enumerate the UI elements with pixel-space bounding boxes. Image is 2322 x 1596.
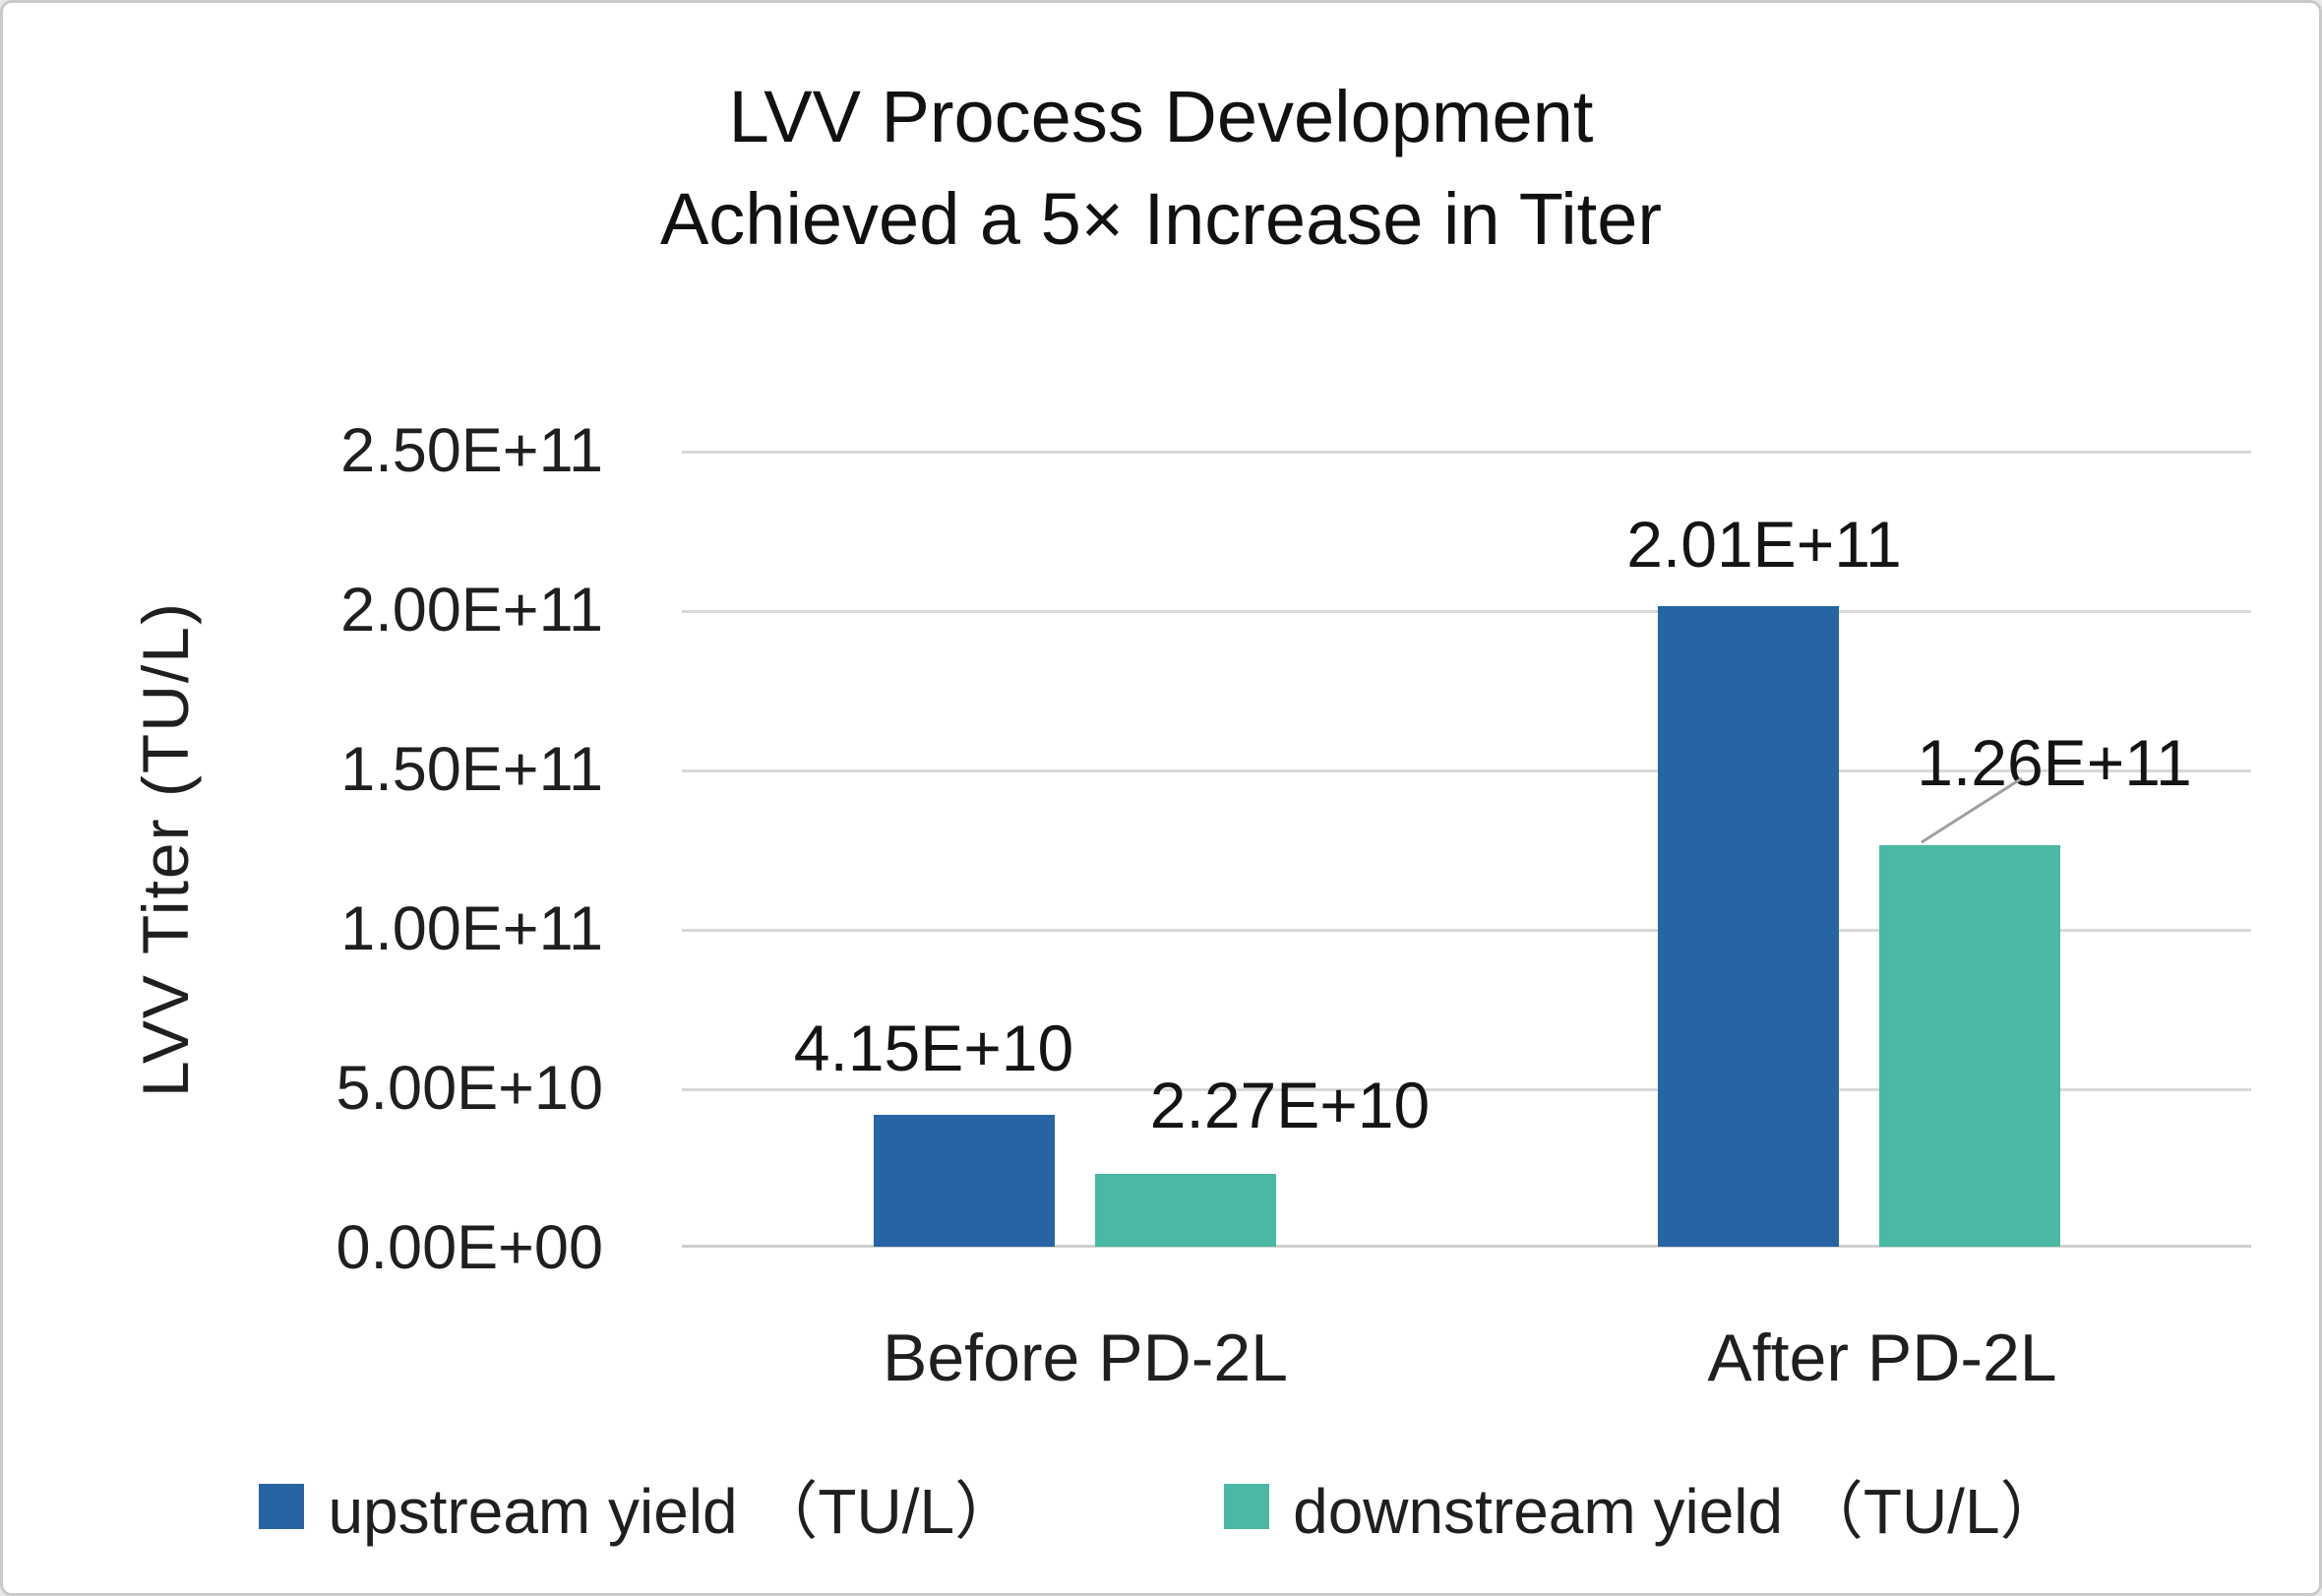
y-tick-label: 0.00E+00 <box>336 1213 603 1282</box>
x-axis-line <box>682 1245 2251 1248</box>
y-tick-label: 1.00E+11 <box>340 894 603 963</box>
gridline <box>682 610 2251 613</box>
y-tick-label: 2.00E+11 <box>340 576 603 645</box>
gridline <box>682 1088 2251 1091</box>
data-label-before-upstream: 4.15E+10 <box>793 1012 1074 1084</box>
legend-item-upstream: upstream yield （TU/L） <box>259 1461 1017 1552</box>
legend-label-downstream: downstream yield （TU/L） <box>1293 1476 2063 1547</box>
legend-swatch-upstream <box>259 1484 305 1529</box>
gridline <box>682 451 2251 454</box>
chart-title-line-2: Achieved a 5× Increase in Titer <box>659 178 1663 260</box>
legend-item-downstream: downstream yield （TU/L） <box>1224 1461 2063 1552</box>
y-tick-label: 5.00E+10 <box>336 1054 603 1123</box>
legend: upstream yield （TU/L） downstream yield （… <box>3 1461 2319 1552</box>
y-tick-label: 2.50E+11 <box>340 416 603 485</box>
bar-after-upstream <box>1658 606 1839 1247</box>
gridline <box>682 929 2251 932</box>
y-axis-title: LVV Titer (TU/L) <box>129 601 202 1097</box>
chart-title: LVV Process Development Achieved a 5× In… <box>3 66 2319 271</box>
plot-area <box>682 451 2251 1248</box>
data-label-after-upstream: 2.01E+11 <box>1626 508 1902 581</box>
bar-before-downstream <box>1095 1174 1276 1247</box>
data-label-after-downstream: 1.26E+11 <box>1917 726 2192 799</box>
chart-title-line-1: LVV Process Development <box>728 76 1594 157</box>
data-label-before-downstream: 2.27E+10 <box>1149 1069 1431 1141</box>
bar-before-upstream <box>874 1115 1055 1247</box>
gridline <box>682 769 2251 772</box>
legend-label-upstream: upstream yield （TU/L） <box>328 1476 1018 1547</box>
legend-swatch-downstream <box>1224 1484 1270 1529</box>
x-tick-label-after: After PD-2L <box>1707 1320 2057 1395</box>
x-tick-label-before: Before PD-2L <box>883 1320 1288 1395</box>
bar-after-downstream <box>1879 845 2060 1247</box>
y-tick-label: 1.50E+11 <box>340 735 603 804</box>
